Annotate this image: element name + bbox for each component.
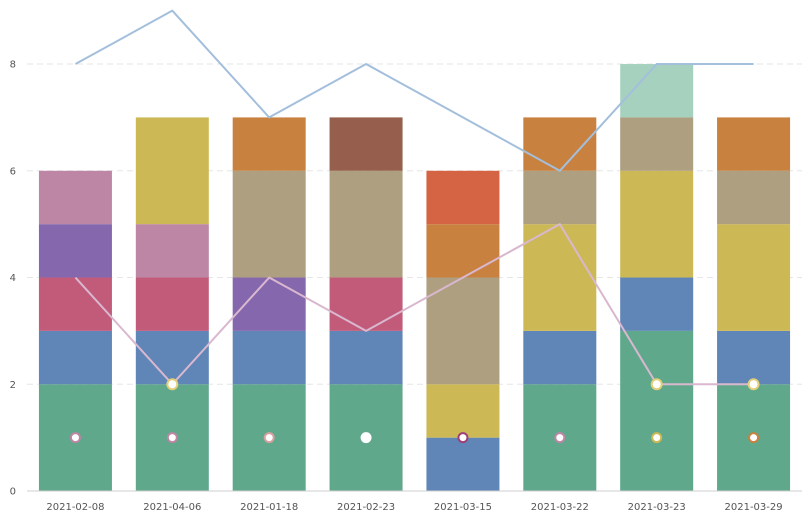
- bar-segment: [135, 277, 209, 331]
- data-point: [263, 432, 275, 444]
- line-marker: [650, 378, 663, 391]
- bar-segment: [135, 117, 209, 225]
- x-tick-label: 2021-03-29: [725, 502, 783, 513]
- bar-segment: [329, 117, 403, 171]
- bar-segment: [717, 224, 791, 331]
- y-tick-label: 0: [10, 487, 16, 498]
- line-marker: [747, 378, 760, 391]
- bar-segment: [329, 277, 403, 331]
- bar-segment: [426, 170, 500, 225]
- bar-segment: [620, 330, 694, 491]
- bars: [38, 64, 791, 491]
- data-point: [360, 432, 372, 444]
- x-tick-label: 2021-03-15: [434, 502, 492, 513]
- data-point: [554, 432, 566, 444]
- bar-segment: [426, 384, 500, 438]
- bar-segment: [523, 170, 597, 225]
- y-tick-label: 2: [10, 380, 16, 391]
- data-point: [166, 432, 178, 444]
- bar-segment: [135, 224, 209, 278]
- x-tick-label: 2021-04-06: [143, 502, 201, 513]
- line-marker: [166, 378, 179, 391]
- bar-segment: [717, 330, 791, 385]
- bar-segment: [232, 117, 306, 171]
- bar-segment: [38, 224, 112, 278]
- bar-segment: [329, 170, 403, 278]
- bar-segment: [232, 170, 306, 278]
- lines: [74, 9, 760, 391]
- bar-segment: [426, 277, 500, 385]
- bar-segment: [426, 437, 500, 491]
- data-point: [748, 432, 760, 444]
- series-line: [74, 9, 754, 172]
- bar-segment: [620, 170, 694, 278]
- data-point: [457, 432, 469, 444]
- bar-segment: [232, 330, 306, 385]
- series-line: [74, 223, 754, 386]
- x-tick-label: 2021-03-22: [531, 502, 589, 513]
- y-tick-label: 8: [10, 60, 16, 71]
- bar-segment: [38, 330, 112, 385]
- points: [69, 432, 760, 444]
- data-point: [69, 432, 81, 444]
- bar-segment: [523, 330, 597, 385]
- bar-segment: [38, 170, 112, 225]
- bar-segment: [620, 277, 694, 331]
- data-point: [651, 432, 663, 444]
- bar-segment: [329, 330, 403, 385]
- y-tick-label: 4: [10, 273, 16, 284]
- x-tick-label: 2021-02-08: [46, 502, 104, 513]
- x-tick-label: 2021-02-23: [337, 502, 395, 513]
- bar-segment: [426, 224, 500, 278]
- y-tick-label: 6: [10, 166, 16, 177]
- x-tick-label: 2021-01-18: [240, 502, 298, 513]
- bar-segment: [620, 117, 694, 171]
- bar-segment: [717, 170, 791, 225]
- axes: 0 2 4 6 8 2021-02-08 2021-04-06 2021-01-18 2021-…: [10, 60, 802, 513]
- bar-segment: [523, 224, 597, 331]
- bar-segment: [717, 117, 791, 171]
- x-tick-label: 2021-03-23: [628, 502, 686, 513]
